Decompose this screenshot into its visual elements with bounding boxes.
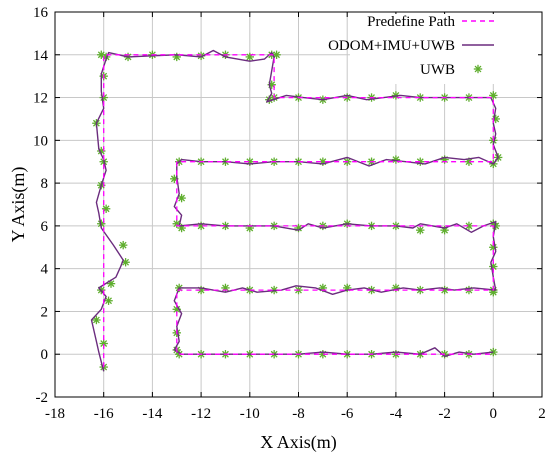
legend-label-predefine-path: Predefine Path [367, 14, 455, 30]
x-tick-label: -6 [341, 406, 354, 422]
predefined-path-line [103, 54, 494, 368]
y-tick-label: 10 [33, 133, 48, 149]
uwb-point [464, 221, 474, 231]
legend-label-uwb: UWB [420, 62, 455, 78]
legend-background [350, 14, 538, 84]
y-tick-label: 8 [41, 176, 49, 192]
y-tick-label: 2 [41, 304, 49, 320]
uwb-point [245, 223, 254, 233]
x-tick-label: -10 [240, 406, 260, 422]
y-axis-title: Y Axis(m) [8, 167, 29, 243]
legend-marker-uwb [473, 64, 483, 74]
y-tick-label: 0 [41, 347, 49, 363]
x-axis: -18 -16 -14 -12 -10 -8 -6 -4 -2 0 2 [45, 12, 546, 422]
y-tick-label: 6 [41, 219, 49, 235]
uwb-point [196, 51, 206, 61]
y-tick-label: 14 [33, 48, 49, 64]
y-tick-label: 16 [33, 5, 49, 21]
uwb-point [416, 225, 425, 235]
x-tick-label: -4 [390, 406, 403, 422]
odom-imu-uwb-line [90, 49, 499, 372]
x-tick-label: -2 [438, 406, 451, 422]
uwb-point [440, 155, 449, 164]
x-tick-label: 2 [538, 406, 546, 422]
x-tick-label: 0 [490, 406, 498, 422]
uwb-point [489, 91, 498, 100]
uwb-point [99, 339, 108, 348]
uwb-point [245, 52, 254, 62]
x-tick-label: -12 [191, 406, 211, 422]
uwb-point [172, 52, 181, 62]
uwb-point [391, 283, 401, 293]
uwb-point [177, 193, 186, 203]
x-tick-label: -18 [45, 406, 65, 422]
legend-sample-uwb [473, 64, 483, 74]
plot-area [90, 49, 503, 372]
uwb-point [104, 296, 113, 305]
y-tick-label: 12 [33, 91, 48, 107]
x-tick-label: -14 [142, 406, 162, 422]
x-tick-label: -16 [94, 406, 114, 422]
x-tick-label: -8 [292, 406, 305, 422]
legend-label-odom-imu-uwb: ODOM+IMU+UWB [328, 38, 455, 54]
y-tick-label: 4 [41, 262, 49, 278]
uwb-point [118, 240, 128, 250]
uwb-point [92, 315, 101, 325]
y-axis: -2 0 2 4 6 8 10 12 14 16 [33, 5, 542, 406]
uwb-point [106, 279, 116, 288]
uwb-point [391, 155, 401, 164]
y-tick-label: -2 [36, 390, 49, 406]
x-axis-title: X Axis(m) [260, 432, 337, 453]
uwb-point [272, 50, 281, 59]
legend: Predefine Path ODOM+IMU+UWB UWB [328, 14, 538, 84]
